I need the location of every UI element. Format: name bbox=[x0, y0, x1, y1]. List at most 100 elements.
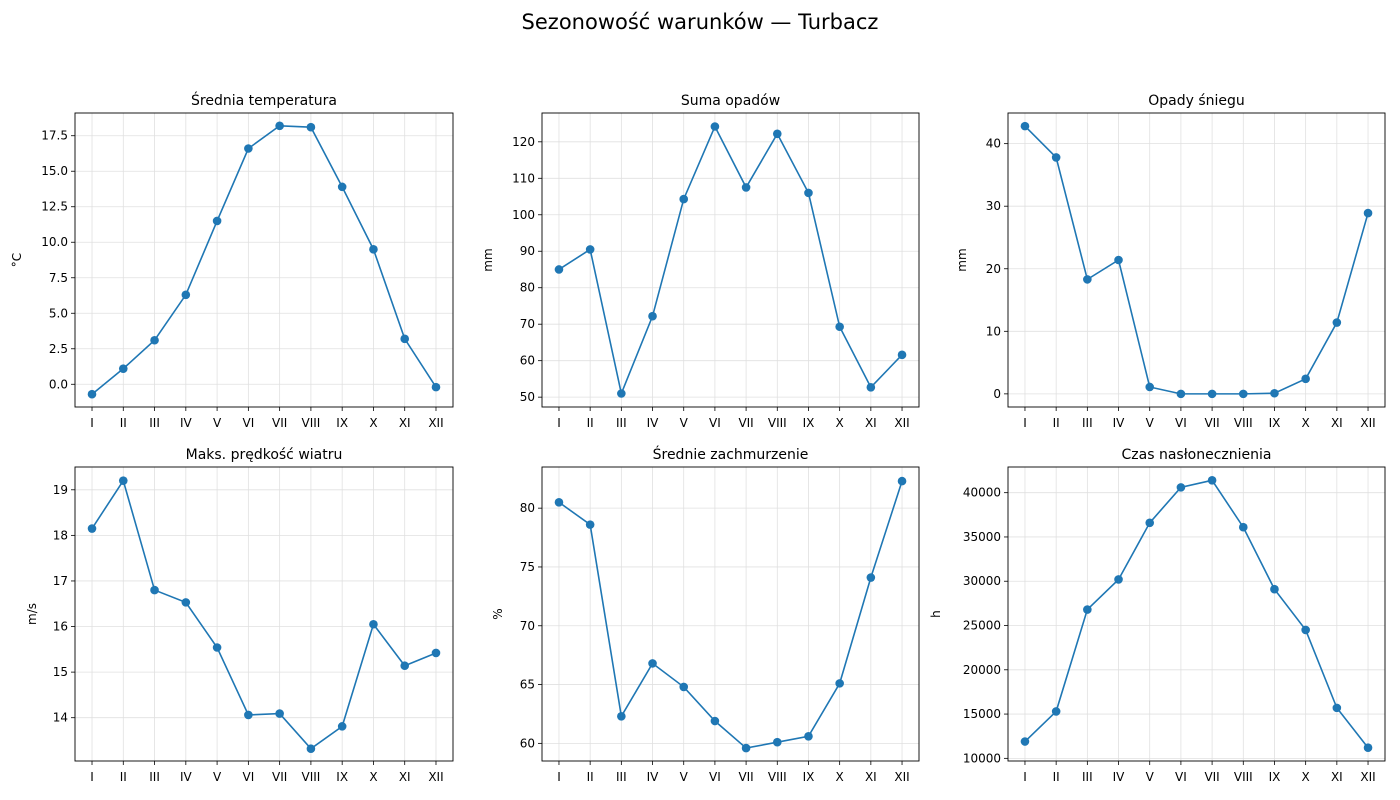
data-point bbox=[897, 476, 907, 486]
panel-5: I II III IV V VI VII VIII IX X XI XII6065707580%Śre… bbox=[491, 445, 920, 784]
x-tick-label: IV bbox=[647, 770, 660, 784]
x-tick-label: VI bbox=[709, 770, 721, 784]
data-point bbox=[772, 129, 782, 139]
y-tick-label: 2.5 bbox=[49, 342, 68, 356]
data-point bbox=[1145, 518, 1155, 528]
y-tick-label: 60 bbox=[520, 736, 535, 750]
data-point bbox=[306, 122, 316, 132]
data-point bbox=[369, 245, 378, 254]
axes-frame bbox=[1007, 466, 1386, 762]
data-point bbox=[1051, 153, 1061, 162]
data-point bbox=[244, 144, 253, 153]
y-tick-label: 80 bbox=[520, 281, 535, 295]
x-tick-label: VI bbox=[242, 770, 254, 784]
data-point bbox=[118, 364, 128, 373]
x-tick-label: X bbox=[369, 770, 377, 784]
x-tick-label: VII bbox=[272, 770, 287, 784]
data-point bbox=[1238, 389, 1248, 399]
data-point bbox=[431, 382, 441, 392]
y-tick-label: 120 bbox=[512, 135, 535, 149]
x-tick-label: VIII bbox=[301, 770, 320, 784]
y-tick-label: 16 bbox=[53, 620, 68, 634]
data-point bbox=[835, 679, 844, 688]
data-point bbox=[804, 732, 813, 741]
y-tick-label: 5.0 bbox=[49, 306, 68, 320]
y-tick-label: 90 bbox=[520, 244, 535, 258]
x-tick-label: I bbox=[1023, 416, 1027, 430]
y-tick-label: 19 bbox=[53, 483, 68, 497]
y-axis-label: °C bbox=[10, 253, 24, 267]
x-tick-label: XI bbox=[399, 770, 411, 784]
data-point bbox=[1176, 483, 1186, 492]
y-tick-label: 40000 bbox=[963, 486, 1001, 500]
y-tick-label: 75 bbox=[520, 560, 535, 574]
y-tick-label: 12.5 bbox=[41, 200, 68, 214]
data-point bbox=[87, 389, 97, 399]
x-tick-label: X bbox=[369, 416, 377, 430]
x-tick-label: II bbox=[1053, 770, 1060, 784]
x-tick-label: V bbox=[1146, 770, 1155, 784]
y-tick-label: 15.0 bbox=[41, 164, 68, 178]
y-axis-label: % bbox=[491, 608, 505, 619]
y-tick-label: 7.5 bbox=[49, 271, 68, 285]
panel-title: Maks. prędkość wiatru bbox=[186, 447, 343, 463]
x-tick-label: XI bbox=[1331, 770, 1343, 784]
x-tick-label: V bbox=[680, 770, 689, 784]
figure-title: Sezonowość warunków — Turbacz bbox=[521, 10, 879, 34]
data-point bbox=[772, 737, 782, 747]
y-axis-label: h bbox=[929, 610, 943, 618]
y-tick-label: 15000 bbox=[963, 707, 1001, 721]
x-tick-label: VIII bbox=[1234, 416, 1253, 430]
y-tick-label: 0 bbox=[993, 387, 1001, 401]
x-tick-label: III bbox=[149, 770, 160, 784]
data-point bbox=[897, 350, 907, 360]
x-tick-label: VIII bbox=[768, 416, 787, 430]
data-point bbox=[1301, 374, 1310, 384]
y-tick-label: 15 bbox=[53, 665, 68, 679]
y-tick-label: 100 bbox=[512, 208, 535, 222]
panel-title: Czas nasłonecznienia bbox=[1122, 447, 1272, 463]
y-tick-label: 35000 bbox=[963, 530, 1001, 544]
y-tick-label: 110 bbox=[512, 171, 535, 185]
x-tick-label: I bbox=[90, 416, 94, 430]
data-point bbox=[585, 520, 595, 529]
y-axis-label: m/s bbox=[25, 603, 39, 625]
y-tick-label: 30 bbox=[986, 199, 1001, 213]
x-tick-label: III bbox=[1082, 770, 1093, 784]
x-tick-label: IV bbox=[180, 416, 193, 430]
axes-frame bbox=[74, 112, 454, 408]
x-tick-label: III bbox=[149, 416, 160, 430]
x-tick-label: XII bbox=[1360, 770, 1375, 784]
y-tick-label: 50 bbox=[520, 390, 535, 404]
data-point bbox=[1020, 121, 1030, 131]
data-point bbox=[212, 643, 222, 652]
y-tick-label: 30000 bbox=[963, 574, 1001, 588]
axes-frame bbox=[1007, 112, 1386, 408]
y-tick-label: 10.0 bbox=[41, 235, 68, 249]
panel-2: I II III IV V VI VII VIII IX X XI XII50607080901001… bbox=[481, 93, 920, 430]
data-point bbox=[369, 619, 378, 629]
x-tick-label: XII bbox=[428, 416, 443, 430]
data-point bbox=[181, 290, 191, 300]
x-tick-label: II bbox=[120, 416, 127, 430]
x-tick-label: IX bbox=[803, 416, 815, 430]
data-point bbox=[244, 710, 253, 720]
x-tick-label: I bbox=[1023, 770, 1027, 784]
data-point bbox=[617, 389, 626, 398]
panel-title: Średnie zachmurzenie bbox=[653, 445, 809, 463]
series-line bbox=[91, 124, 437, 395]
data-point bbox=[306, 744, 316, 753]
data-point bbox=[710, 122, 720, 131]
data-point bbox=[554, 265, 564, 274]
x-tick-label: VIII bbox=[1234, 770, 1253, 784]
data-point bbox=[1114, 575, 1123, 584]
data-point bbox=[804, 188, 813, 198]
y-tick-label: 10 bbox=[986, 324, 1001, 338]
x-tick-label: III bbox=[616, 770, 627, 784]
data-point bbox=[741, 183, 751, 192]
x-tick-label: IV bbox=[647, 416, 660, 430]
x-tick-label: II bbox=[587, 416, 594, 430]
data-point bbox=[431, 648, 441, 658]
x-tick-label: VII bbox=[272, 416, 287, 430]
x-tick-label: XII bbox=[894, 770, 909, 784]
